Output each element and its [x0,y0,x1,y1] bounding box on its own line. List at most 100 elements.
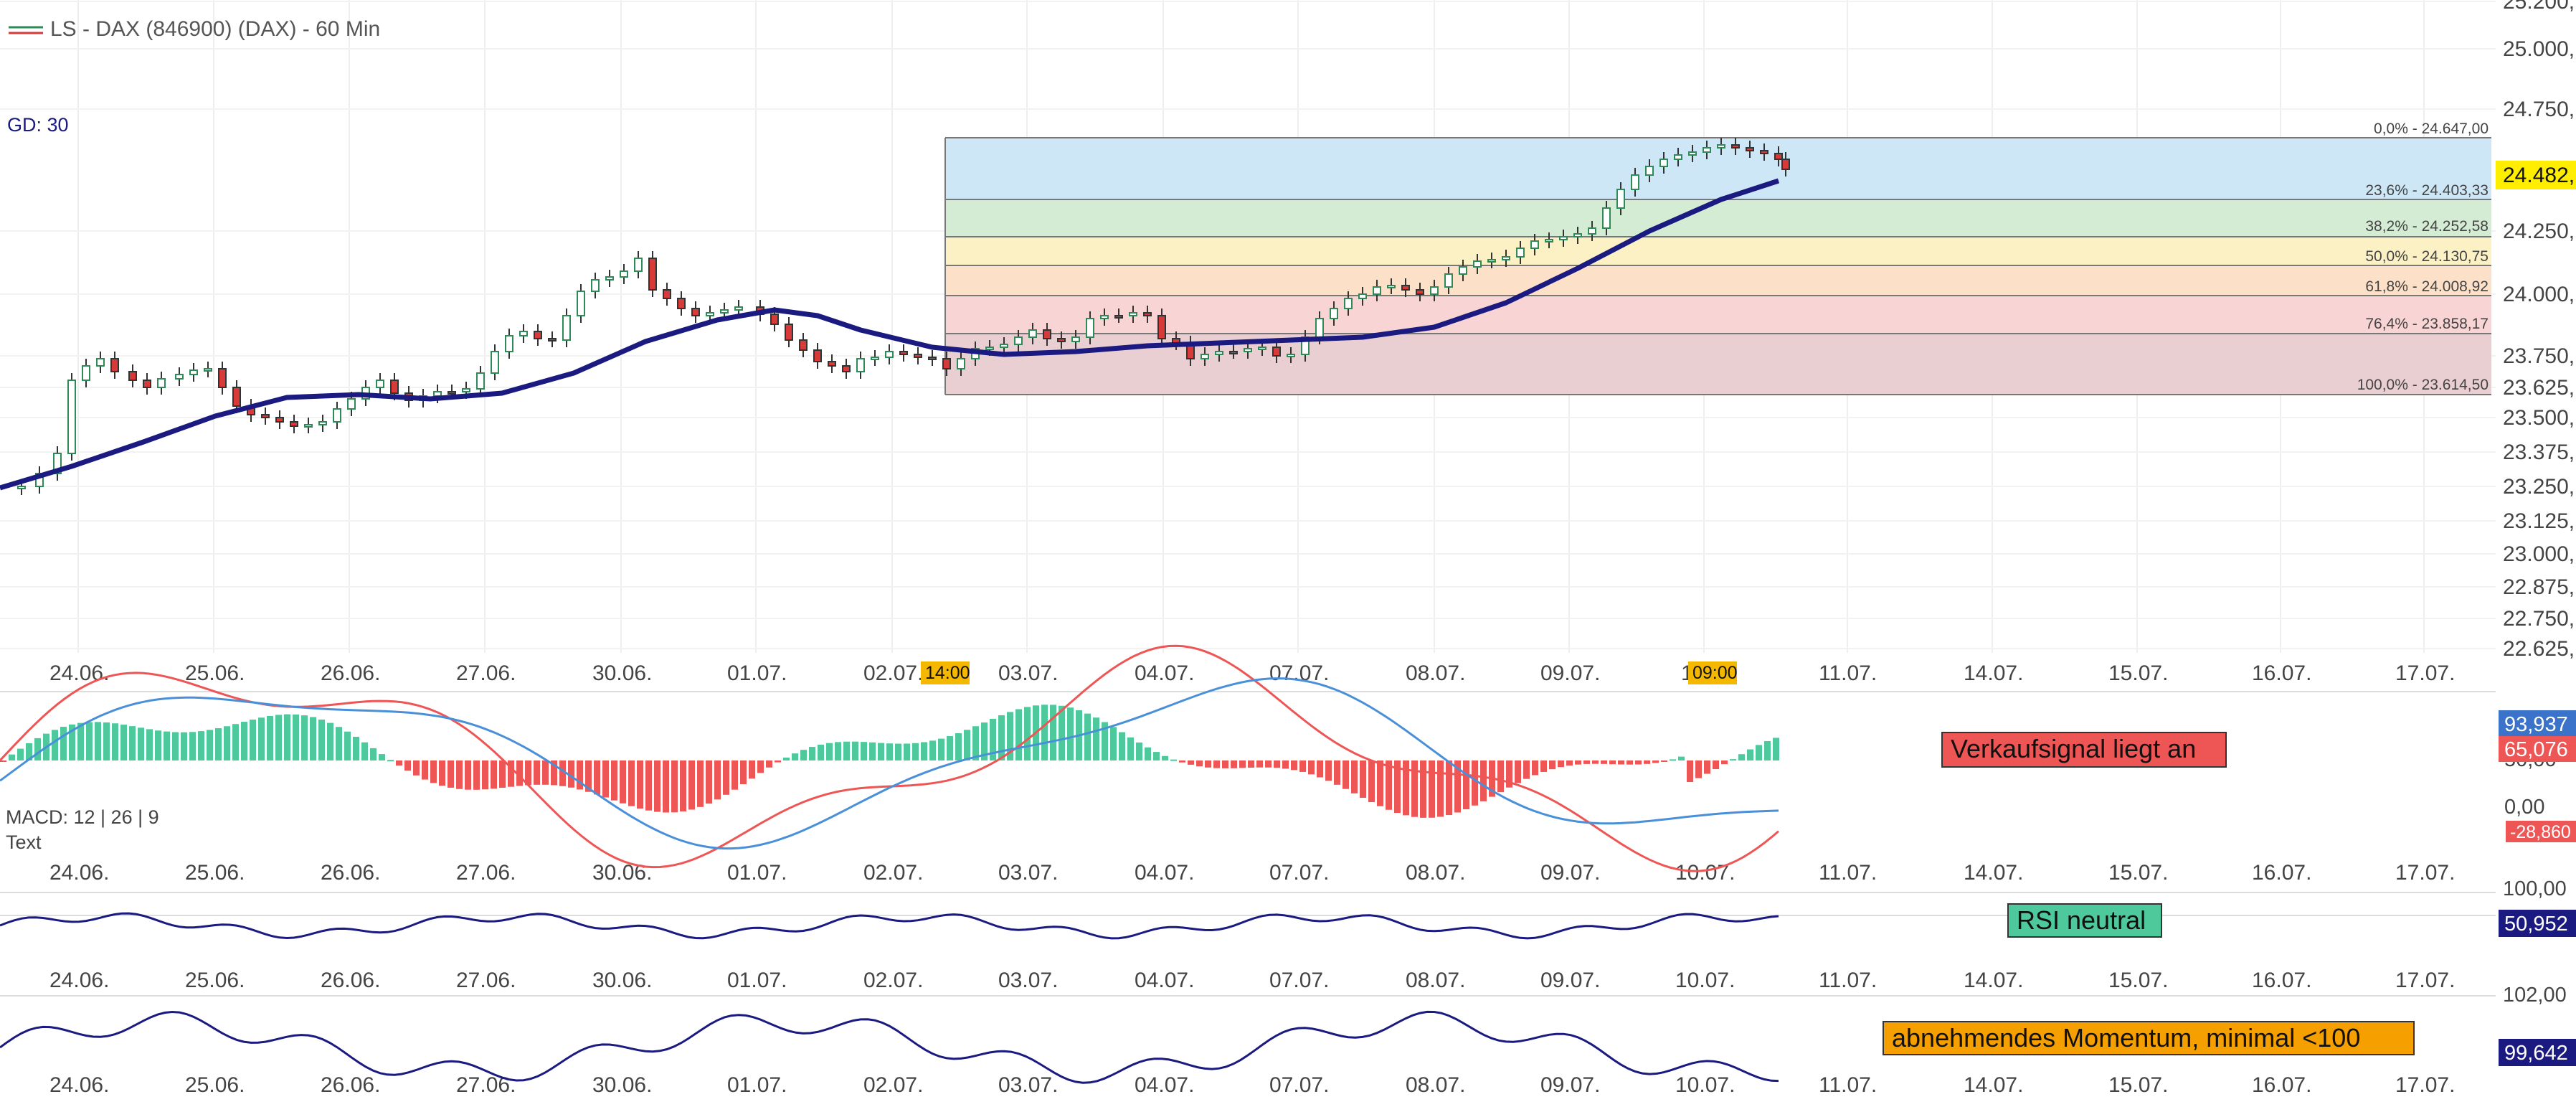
date-label: 01.07. [727,661,787,685]
signal-line [0,677,1779,850]
macd-hist-bar [370,748,377,760]
candle-body [491,351,499,374]
macd-hist-bar [602,760,609,798]
candle-body [1760,150,1768,154]
macd-panel[interactable]: MACD: 12 | 26 | 9 Text Verkaufsignal lie… [0,644,2576,872]
candle-body [1530,240,1539,249]
candle-body [1272,347,1281,357]
candle-body [605,276,614,281]
macd-hist-bar [1282,760,1289,769]
candle-body [1781,159,1790,170]
macd-hist-bar [60,727,67,760]
date-label: 02.07. [863,969,923,992]
macd-hist-bar [1291,760,1297,771]
macd-hist-bar [1127,737,1134,760]
macd-hist-bar [1540,760,1547,772]
candle-body [1358,293,1367,299]
macd-hist-bar [26,743,32,760]
macd-hist-bar [146,729,153,760]
candle-body [1315,318,1324,338]
candle-body [1028,329,1037,338]
candle-body [770,314,779,325]
price-panel[interactable]: 0,0% - 24.647,00 23,6% - 24.403,33 38,2%… [0,0,2576,661]
rsi-panel[interactable]: 100,00 RSI neutral 50,952 [0,877,2576,940]
momentum-note: abnehmendes Momentum, minimal <100 [1892,1023,2360,1052]
candle-body [1473,260,1482,268]
macd-hist-bar [430,760,437,783]
candle-body [648,258,657,291]
macd-hist-bar [241,722,247,760]
candle-body [1086,318,1094,338]
macd-hist-bar [749,760,755,779]
price-tick-label: 25.000, [2503,37,2575,61]
macd-hist-bar [1618,760,1624,765]
candle-body [376,380,384,388]
candle-body [110,358,119,372]
candle-body [390,380,399,394]
macd-hist-bar [671,760,678,813]
macd-axis-value-5: -28,860 [2510,822,2571,842]
macd-hist-bar [766,760,772,768]
date-label: 17.07. [2395,861,2455,885]
candle-body [1659,159,1668,167]
candle-body [347,398,356,410]
candle-body [1631,174,1639,190]
macd-hist-bar [809,747,815,760]
date-label: 04.07. [1135,969,1194,992]
macd-axis-value-2: 65,076 [2504,738,2568,761]
macd-hist-bar [344,731,351,760]
macd-hist-bar [645,760,652,811]
candle-body [128,371,137,381]
price-tick-label: 23.375, [2503,441,2575,464]
macd-hist-bar [904,743,910,760]
macd-hist-bar [818,744,824,760]
date-label: 08.07. [1406,969,1465,992]
momentum-axis-top: 102,00 [2503,984,2567,1007]
macd-hist-bar [1265,760,1272,768]
candle-body [232,387,241,407]
candle-body [1703,147,1711,153]
macd-hist-bar [224,726,230,760]
macd-axis-badge-3 [2506,821,2576,842]
date-label: 11.07. [1819,661,1877,685]
macd-hist-bar [1601,760,1607,764]
momentum-value: 99,642 [2504,1042,2568,1065]
candle-body [1387,285,1396,288]
macd-hist-bar [990,718,996,760]
macd-hist-bar [499,760,506,788]
fib-label-50: 50,0% - 24.130,75 [2365,248,2489,265]
candle-body [1502,256,1510,260]
candle-body [634,258,643,272]
macd-hist-bar [258,717,265,760]
macd-hist-bar [189,732,196,760]
macd-hist-bar [1248,760,1254,768]
candle-body [1344,298,1353,309]
candle-body [1201,354,1209,359]
candle-body [53,453,62,474]
fibonacci-retracement[interactable]: 0,0% - 24.647,00 23,6% - 24.403,33 38,2%… [944,121,2491,395]
macd-hist-bar [1472,760,1478,806]
candle-body [189,369,198,375]
candle-body [577,291,585,316]
candle-body [842,365,851,372]
date-label: 03.07. [998,861,1058,885]
macd-hist-bar [1592,760,1599,764]
candle-body [333,408,341,423]
macd-hist-bar [413,760,420,776]
rsi-value: 50,952 [2504,913,2568,936]
date-label: 25.06. [185,1073,245,1097]
date-label: 30.06. [592,661,652,685]
momentum-panel[interactable]: 102,00 abnehmendes Momentum, minimal <10… [0,984,2576,1084]
candle-body [720,309,729,314]
date-label: 17.07. [2395,1073,2455,1097]
macd-hist-bar [1773,738,1779,760]
macd-hist-bar [69,724,75,760]
macd-hist-bar [1231,760,1237,768]
candle-body [1000,344,1008,348]
macd-hist-bar [585,760,592,792]
fib-label-38: 38,2% - 24.252,58 [2365,218,2489,235]
macd-hist-bar [181,732,187,760]
candle-body [505,335,513,352]
macd-hist-bar [353,736,359,760]
